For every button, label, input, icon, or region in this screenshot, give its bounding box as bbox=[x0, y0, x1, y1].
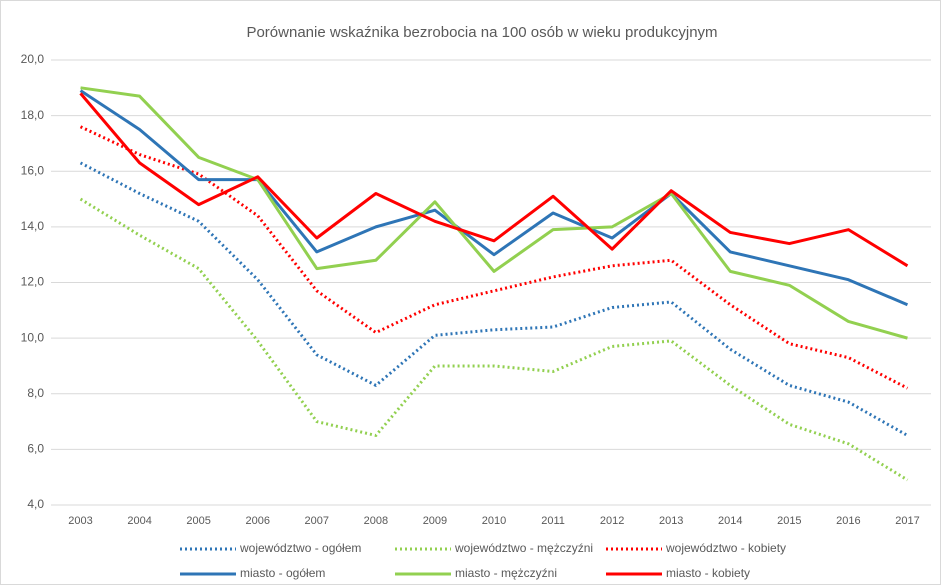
y-tick-label: 14,0 bbox=[21, 219, 45, 233]
series-line bbox=[79, 92, 909, 268]
x-tick-label: 2004 bbox=[127, 515, 151, 527]
series-line bbox=[79, 197, 909, 482]
legend-label: województwo - mężczyźni bbox=[454, 541, 593, 555]
x-tick-label: 2007 bbox=[305, 515, 329, 527]
x-tick-label: 2013 bbox=[659, 515, 683, 527]
series-line bbox=[80, 86, 908, 340]
x-tick-label: 2014 bbox=[718, 515, 742, 527]
y-tick-label: 8,0 bbox=[27, 386, 44, 400]
x-tick-label: 2017 bbox=[895, 515, 919, 527]
x-tick-label: 2008 bbox=[364, 515, 388, 527]
y-tick-label: 12,0 bbox=[21, 275, 45, 289]
legend-label: miasto - ogółem bbox=[240, 566, 325, 580]
x-tick-label: 2012 bbox=[600, 515, 624, 527]
x-tick-label: 2009 bbox=[423, 515, 447, 527]
y-tick-label: 6,0 bbox=[27, 442, 44, 456]
y-tick-label: 16,0 bbox=[21, 163, 45, 177]
series-line bbox=[79, 161, 909, 437]
x-tick-label: 2003 bbox=[68, 515, 92, 527]
x-tick-label: 2011 bbox=[541, 515, 565, 527]
series-line bbox=[79, 125, 909, 390]
x-tick-label: 2006 bbox=[245, 515, 269, 527]
legend-label: województwo - kobiety bbox=[665, 541, 786, 555]
series-line bbox=[79, 89, 909, 307]
x-tick-label: 2016 bbox=[836, 515, 860, 527]
y-tick-label: 10,0 bbox=[21, 330, 45, 344]
legend-label: miasto - mężczyźni bbox=[455, 566, 557, 580]
y-tick-label: 18,0 bbox=[21, 108, 45, 122]
chart-title: Porównanie wskaźnika bezrobocia na 100 o… bbox=[246, 24, 717, 41]
x-tick-label: 2010 bbox=[482, 515, 506, 527]
legend-label: województwo - ogółem bbox=[239, 541, 361, 555]
x-tick-label: 2015 bbox=[777, 515, 801, 527]
y-tick-label: 4,0 bbox=[27, 497, 44, 511]
x-tick-label: 2005 bbox=[186, 515, 210, 527]
legend-label: miasto - kobiety bbox=[666, 566, 750, 580]
y-tick-label: 20,0 bbox=[21, 52, 45, 66]
